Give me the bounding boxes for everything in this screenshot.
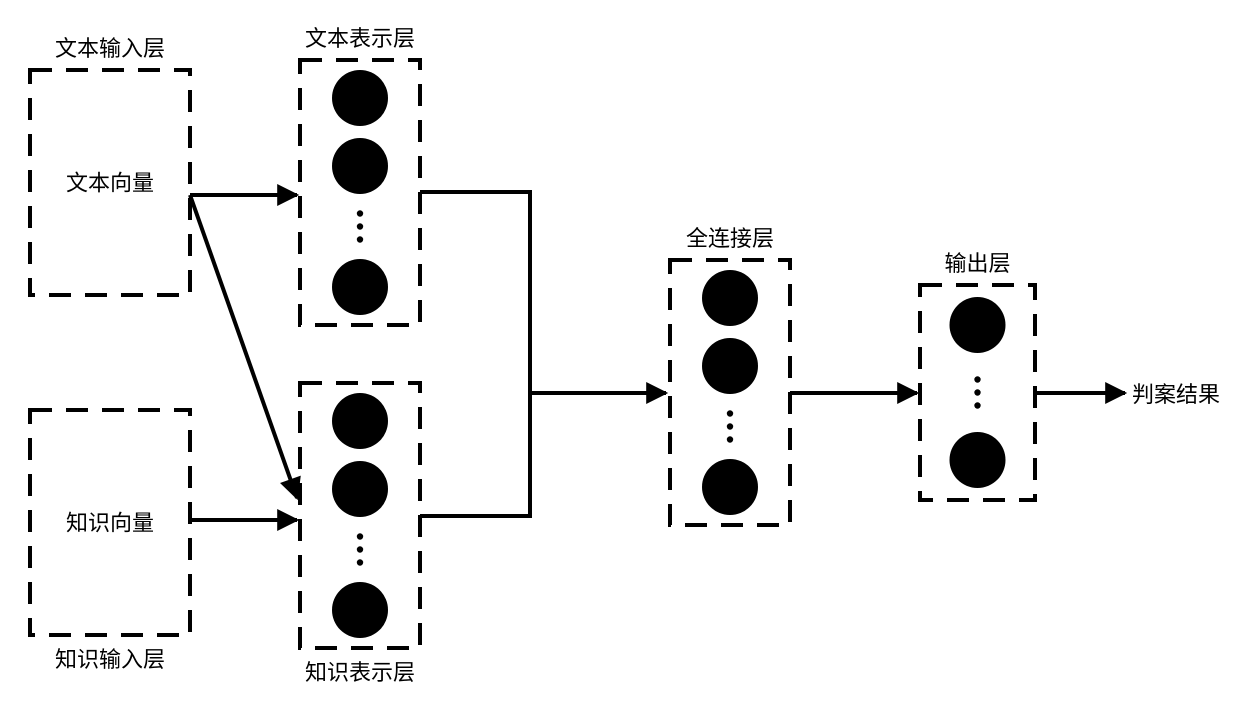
ellipsis-dot — [727, 423, 733, 429]
neuron — [950, 297, 1006, 353]
knowledge_input-inner-text: 知识向量 — [66, 511, 154, 536]
connector — [190, 195, 297, 498]
ellipsis-dot — [974, 376, 980, 382]
ellipsis-dot — [974, 402, 980, 408]
connector — [420, 393, 530, 516]
neuron — [332, 70, 388, 126]
connector — [420, 192, 666, 393]
ellipsis-dot — [357, 210, 363, 216]
neuron — [950, 432, 1006, 488]
ellipsis-dot — [357, 236, 363, 242]
ellipsis-dot — [357, 533, 363, 539]
ellipsis-dot — [357, 559, 363, 565]
output-label: 输出层 — [944, 251, 1010, 276]
result-label: 判案结果 — [1132, 382, 1220, 407]
neuron — [702, 459, 758, 515]
neuron — [332, 393, 388, 449]
ellipsis-dot — [727, 410, 733, 416]
neuron — [332, 259, 388, 315]
knowledge_input-label: 知识输入层 — [55, 647, 165, 672]
knowledge_repr-label: 知识表示层 — [305, 660, 415, 685]
ellipsis-dot — [357, 546, 363, 552]
text_input-inner-text: 文本向量 — [66, 171, 154, 196]
ellipsis-dot — [974, 389, 980, 395]
neuron — [332, 138, 388, 194]
text_input-label: 文本输入层 — [55, 36, 165, 61]
neuron — [702, 338, 758, 394]
text_repr-label: 文本表示层 — [305, 26, 415, 51]
neuron — [702, 270, 758, 326]
neuron — [332, 582, 388, 638]
neuron — [332, 461, 388, 517]
fc-label: 全连接层 — [686, 226, 774, 251]
ellipsis-dot — [357, 223, 363, 229]
ellipsis-dot — [727, 436, 733, 442]
